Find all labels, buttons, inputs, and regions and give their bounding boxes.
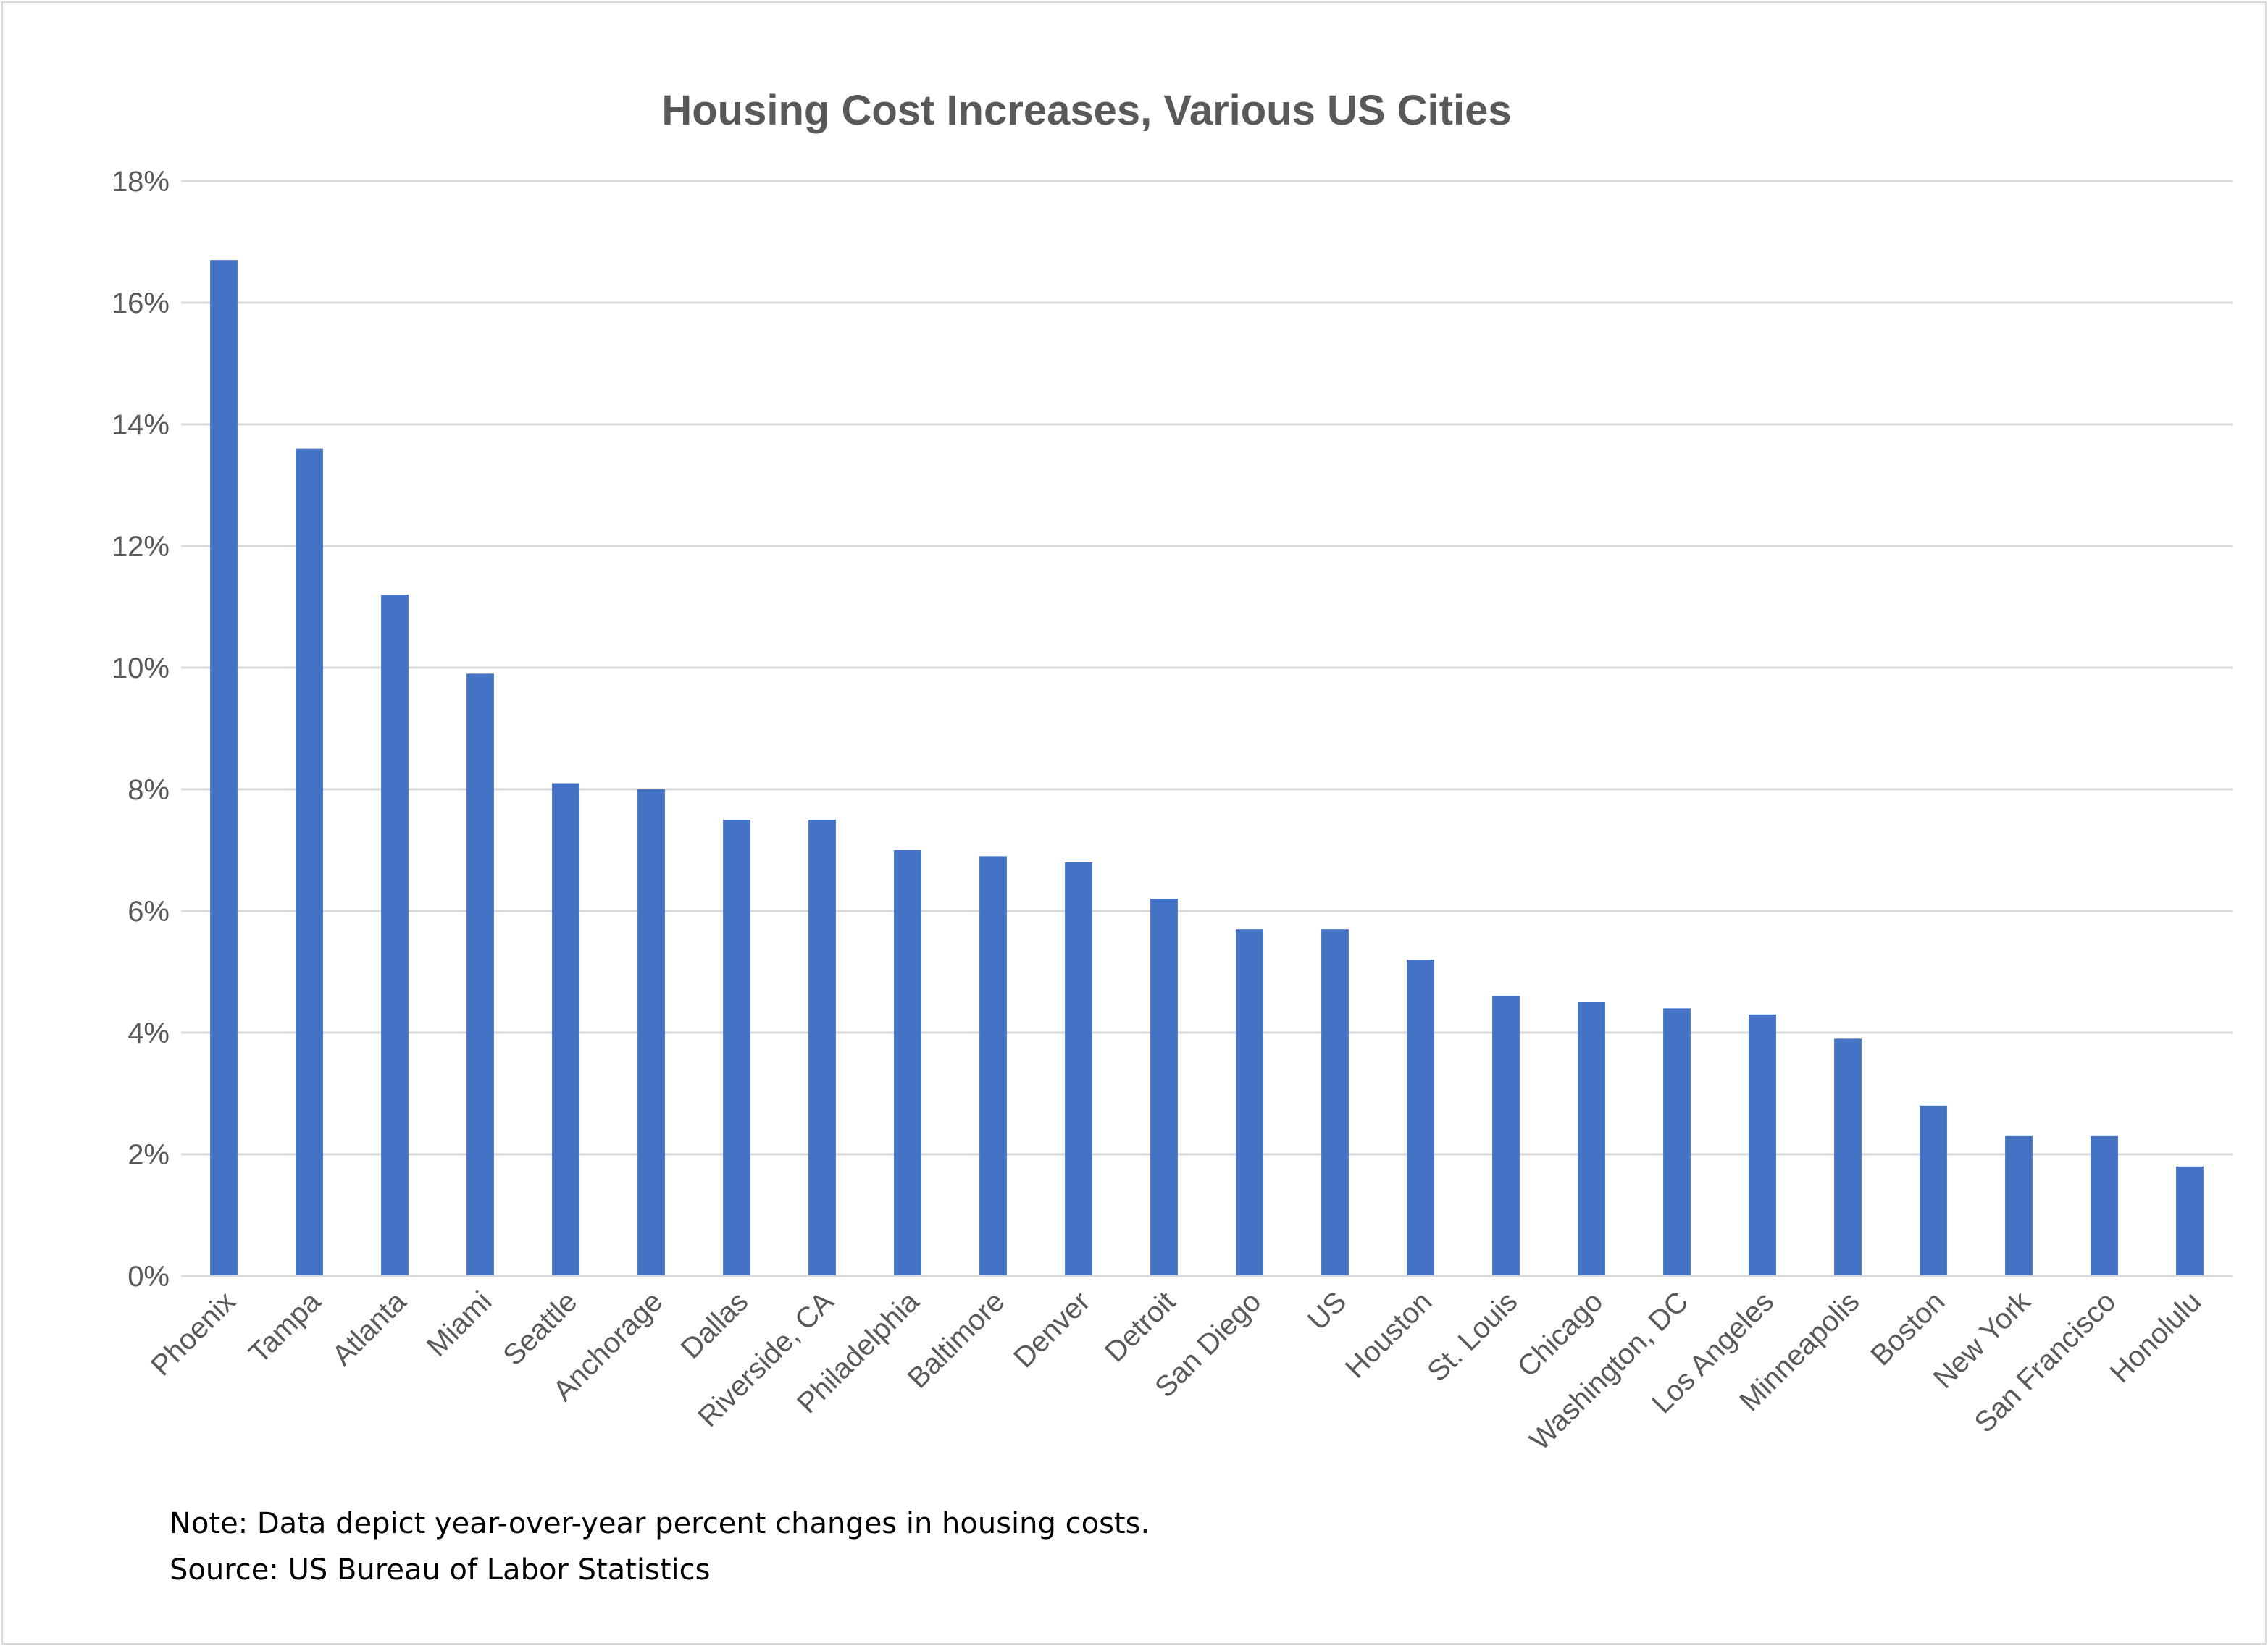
bar: [466, 673, 494, 1276]
bar: [381, 595, 409, 1276]
x-tick-label: Honolulu: [2104, 1285, 2208, 1389]
x-tick-label: Houston: [1339, 1285, 1438, 1384]
x-tick-label: Dallas: [675, 1285, 755, 1365]
x-tick-label: Phoenix: [145, 1285, 241, 1382]
y-axis-tick-labels: 0% 2% 4% 6% 8% 10% 12% 14% 16% 18%: [112, 166, 170, 1293]
x-tick-label: Atlanta: [326, 1285, 413, 1372]
y-tick-label: 8%: [127, 774, 170, 806]
bar: [1492, 996, 1520, 1276]
x-tick-label: Seattle: [497, 1285, 583, 1372]
chart-notes: Note: Data depict year-over-year percent…: [170, 1500, 1150, 1593]
bar: [808, 820, 836, 1276]
bar: [1236, 929, 1263, 1276]
bar: [1407, 960, 1434, 1276]
source-text: Source: US Bureau of Labor Statistics: [170, 1553, 711, 1587]
x-tick-label: Boston: [1865, 1285, 1951, 1372]
bar: [1065, 862, 1092, 1276]
x-tick-label: US: [1302, 1285, 1352, 1336]
bar: [552, 783, 579, 1276]
note-text: Note: Data depict year-over-year percent…: [170, 1507, 1150, 1540]
x-tick-label: Miami: [421, 1285, 498, 1363]
x-tick-label: St. Louis: [1421, 1285, 1523, 1387]
bar: [1834, 1038, 1862, 1276]
y-tick-label: 4%: [127, 1017, 170, 1049]
y-tick-label: 18%: [112, 166, 170, 198]
bar: [296, 448, 323, 1276]
gridlines: [181, 180, 2233, 1156]
bar: [723, 820, 750, 1276]
bar: [1749, 1014, 1776, 1276]
bar: [894, 850, 921, 1276]
bar: [2091, 1135, 2118, 1276]
bar: [1920, 1105, 1947, 1276]
bar: [1150, 899, 1178, 1276]
bar: [1578, 1002, 1605, 1276]
x-tick-label: Denver: [1008, 1285, 1096, 1374]
bar: [1663, 1008, 1691, 1276]
bar: [637, 789, 665, 1276]
bar: [210, 260, 238, 1277]
x-tick-label: Detroit: [1099, 1285, 1181, 1368]
y-tick-label: 16%: [112, 287, 170, 319]
y-tick-label: 6%: [127, 896, 170, 928]
bar: [979, 856, 1007, 1276]
y-tick-label: 2%: [127, 1139, 170, 1171]
bar: [1321, 929, 1349, 1276]
bar: [2176, 1166, 2204, 1276]
y-tick-label: 10%: [112, 652, 170, 684]
x-tick-label: Washington, DC: [1523, 1285, 1694, 1456]
y-tick-label: 14%: [112, 409, 170, 441]
y-tick-label: 0%: [127, 1261, 170, 1293]
bar: [2005, 1135, 2033, 1276]
y-tick-label: 12%: [112, 531, 170, 563]
bars: [210, 260, 2204, 1277]
x-tick-label: Tampa: [243, 1285, 327, 1370]
chart-title: Housing Cost Increases, Various US Citie…: [661, 87, 1511, 134]
